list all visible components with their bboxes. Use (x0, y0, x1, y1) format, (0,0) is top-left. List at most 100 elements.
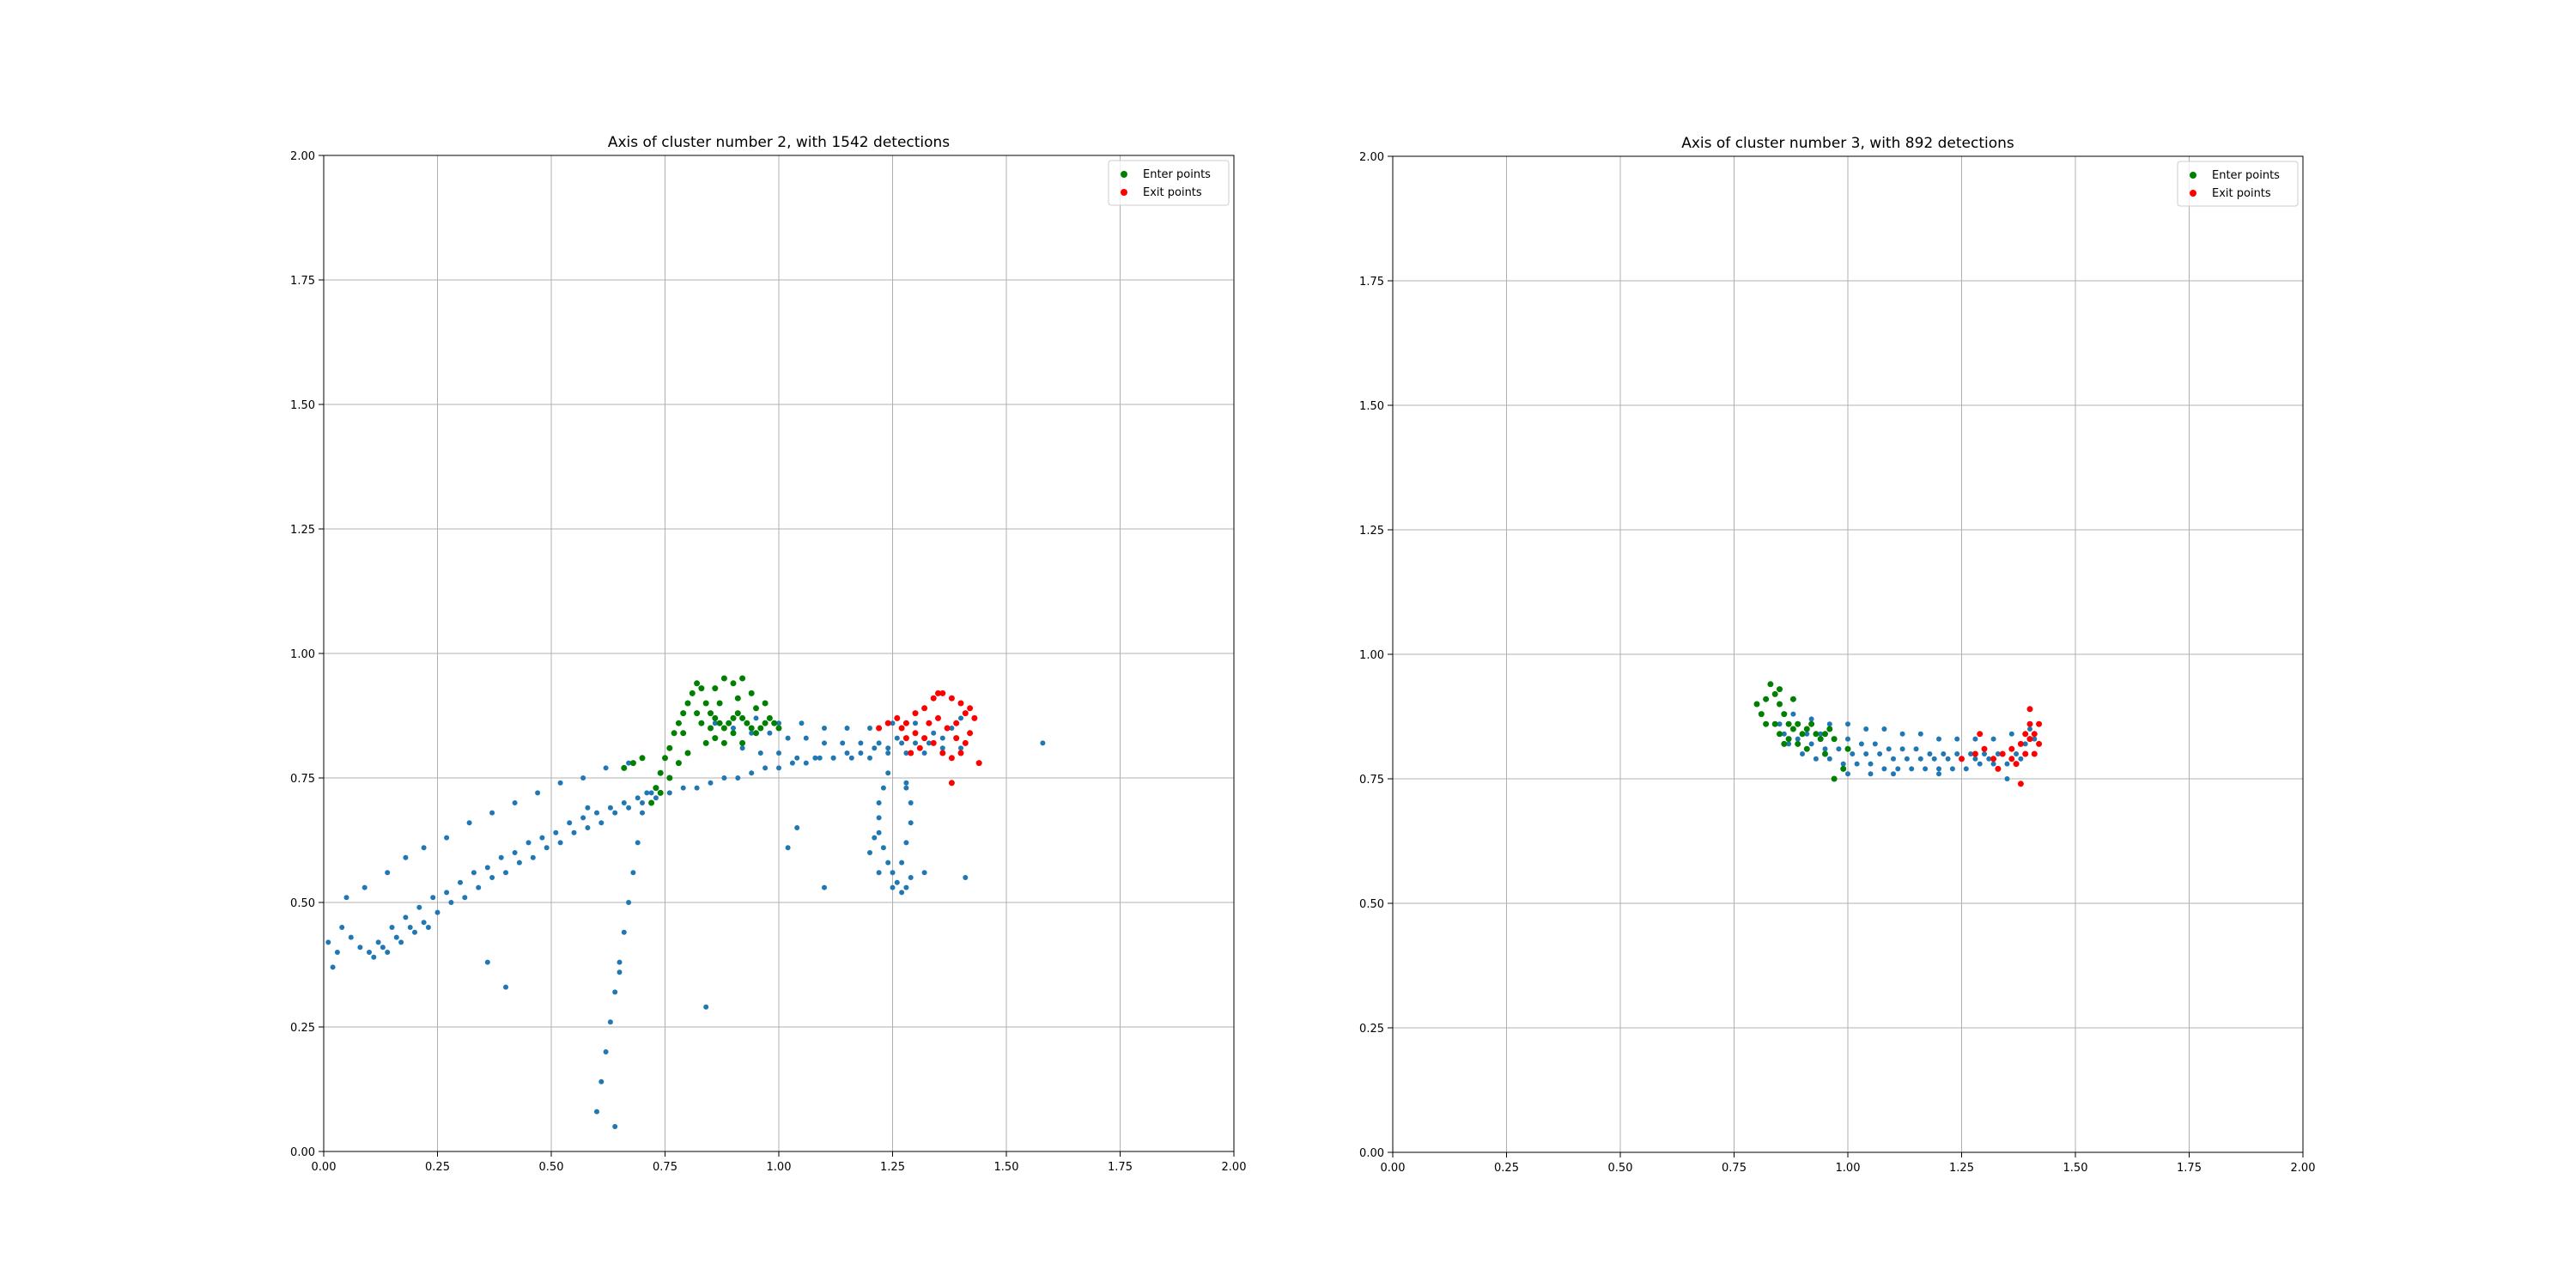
trajectory-point (1845, 721, 1850, 727)
exit-point (926, 720, 933, 726)
trajectory-point (571, 829, 577, 835)
trajectory-point (913, 720, 918, 726)
exit-point (948, 780, 955, 787)
trajectory-point (680, 785, 686, 791)
trajectory-point (844, 750, 850, 756)
legend-enter-label: Enter points (2212, 169, 2280, 182)
trajectory-point (822, 884, 827, 890)
trajectory-point (876, 800, 882, 805)
enter-point (684, 750, 691, 756)
trajectory-point (830, 755, 836, 761)
trajectory-point (908, 875, 914, 880)
trajectory-point (1891, 771, 1896, 777)
trajectory-point (1881, 766, 1887, 772)
trajectory-point (471, 870, 477, 876)
enter-point (734, 710, 741, 717)
trajectory-point (1881, 726, 1887, 732)
enter-point (1826, 726, 1833, 732)
trajectory-point (635, 795, 641, 801)
axis-ticks: 0.00 0.25 0.50 0.75 1.00 1.25 1.50 1.75 2.00 0.00… (290, 150, 1246, 1174)
trajectory-point (334, 950, 340, 955)
y-tick-label: 0.75 (1359, 774, 1384, 787)
exit-point (884, 720, 891, 726)
trajectory-point (921, 870, 927, 876)
chart-title: Axis of cluster number 2, with 1542 dete… (608, 134, 950, 151)
exit-point (2017, 781, 2024, 787)
exit-point (939, 750, 946, 756)
enter-point (771, 720, 778, 726)
trajectory-point (585, 825, 591, 830)
trajectory-point (885, 750, 891, 756)
trajectory-point (503, 870, 508, 876)
exit-point (2008, 745, 2015, 752)
y-tick-label: 1.25 (1359, 525, 1384, 538)
trajectory-point (2004, 761, 2010, 767)
trajectory-point (1877, 751, 1883, 756)
enter-point (1789, 726, 1796, 732)
trajectory-point (1872, 741, 1878, 747)
enter-point (689, 690, 696, 696)
trajectory-point (1845, 736, 1850, 742)
exit-point (939, 690, 946, 696)
trajectory-point (458, 879, 463, 885)
trajectory-point (2032, 736, 2038, 742)
trajectory-point (1904, 756, 1910, 762)
x-tick-label: 2.00 (2291, 1162, 2316, 1175)
trajectory-point (393, 934, 399, 940)
x-tick-label: 1.50 (994, 1161, 1019, 1174)
trajectory-point (1895, 766, 1901, 772)
exit-point (967, 705, 974, 712)
trajectory-point (931, 730, 937, 736)
trajectory-point (530, 854, 536, 860)
trajectory-point (785, 845, 791, 851)
legend-enter-label: Enter points (1143, 168, 1211, 181)
enter-point (1799, 731, 1806, 738)
exit-point (902, 735, 909, 742)
legend-exit-label: Exit points (1143, 186, 1202, 199)
x-tick-label: 0.25 (1494, 1162, 1519, 1175)
trajectory-point (817, 755, 823, 761)
trajectory-point (557, 780, 563, 786)
trajectory-point (666, 790, 672, 796)
chart-cluster-3: Axis of cluster number 3, with 892 detec… (1359, 135, 2315, 1175)
trajectory-point (876, 740, 882, 746)
trajectory-point (476, 884, 482, 890)
trajectory-point (803, 760, 809, 766)
trajectory-point (858, 740, 864, 746)
y-tick-label: 0.00 (1359, 1147, 1384, 1160)
trajectory-point (1818, 731, 1824, 737)
exit-point (962, 710, 969, 717)
enter-point (712, 685, 719, 692)
enter-point (730, 730, 737, 737)
exit-point (2031, 750, 2038, 757)
axis-ticks: 0.00 0.25 0.50 0.75 1.00 1.25 1.50 1.75 2.00 0.00… (1359, 151, 2315, 1175)
legend-exit-marker (1121, 189, 1127, 196)
trajectory-point (694, 785, 700, 791)
exit-point (912, 710, 919, 717)
trajectory-point (1777, 721, 1783, 727)
trajectory-point (1972, 736, 1978, 742)
enter-point (1795, 720, 1801, 727)
trajectory-point (1968, 751, 1974, 756)
trajectory-point (1854, 761, 1860, 767)
exit-point (935, 714, 941, 721)
exit-point (948, 695, 955, 702)
exit-point (2036, 740, 2043, 747)
trajectory-point (844, 726, 850, 731)
trajectory-point (1936, 771, 1941, 777)
trajectory-point (939, 745, 945, 751)
y-tick-label: 0.75 (290, 773, 315, 786)
exit-point (948, 755, 955, 762)
trajectory-point (789, 760, 795, 766)
y-tick-label: 0.25 (290, 1022, 315, 1035)
enter-point (702, 739, 709, 746)
trajectory-point (1808, 716, 1814, 722)
trajectory-point (603, 765, 609, 771)
trajectory-point (822, 726, 827, 731)
trajectory-point (1936, 736, 1941, 742)
exit-point (930, 695, 937, 702)
enter-point (753, 730, 759, 737)
enter-point (708, 725, 714, 732)
trajectory-point (1781, 731, 1787, 737)
